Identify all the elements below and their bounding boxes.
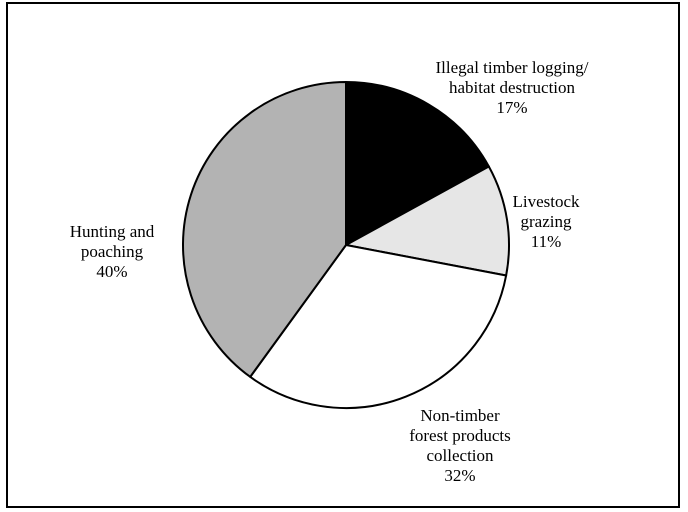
pie-slice-3 [249,244,508,409]
slice-label-line: habitat destruction [449,78,576,97]
slice-label-line: Illegal timber logging/ [436,58,589,77]
slice-label-2: Livestock grazing 11% [512,192,580,251]
slice-label-line: Hunting and [70,222,155,241]
slice-label-line: Non-timber [420,406,500,425]
pie-slice-4 [182,81,347,378]
pie-labels: Illegal timber logging/habitat destructi… [70,58,589,485]
slice-label-4: Hunting and poaching 40% [70,222,155,281]
slice-percent-label: 17% [496,98,527,117]
slice-percent-label: 40% [96,262,127,281]
pie-slice-1 [345,81,490,246]
slice-label-line: forest products [409,426,511,445]
slice-label-3: Non-timber forest products collection 32% [409,406,511,485]
slice-label-line: Livestock [512,192,580,211]
pie-slice-2 [345,165,510,277]
slice-percent-label: 32% [444,466,475,485]
pie-slices [182,81,510,409]
slice-percent-label: 11% [531,232,562,251]
slice-label-line: collection [426,446,494,465]
slice-label-line: poaching [81,242,144,261]
slice-label-1: Illegal timber logging/habitat destructi… [436,58,589,117]
slice-label-line: grazing [521,212,572,231]
